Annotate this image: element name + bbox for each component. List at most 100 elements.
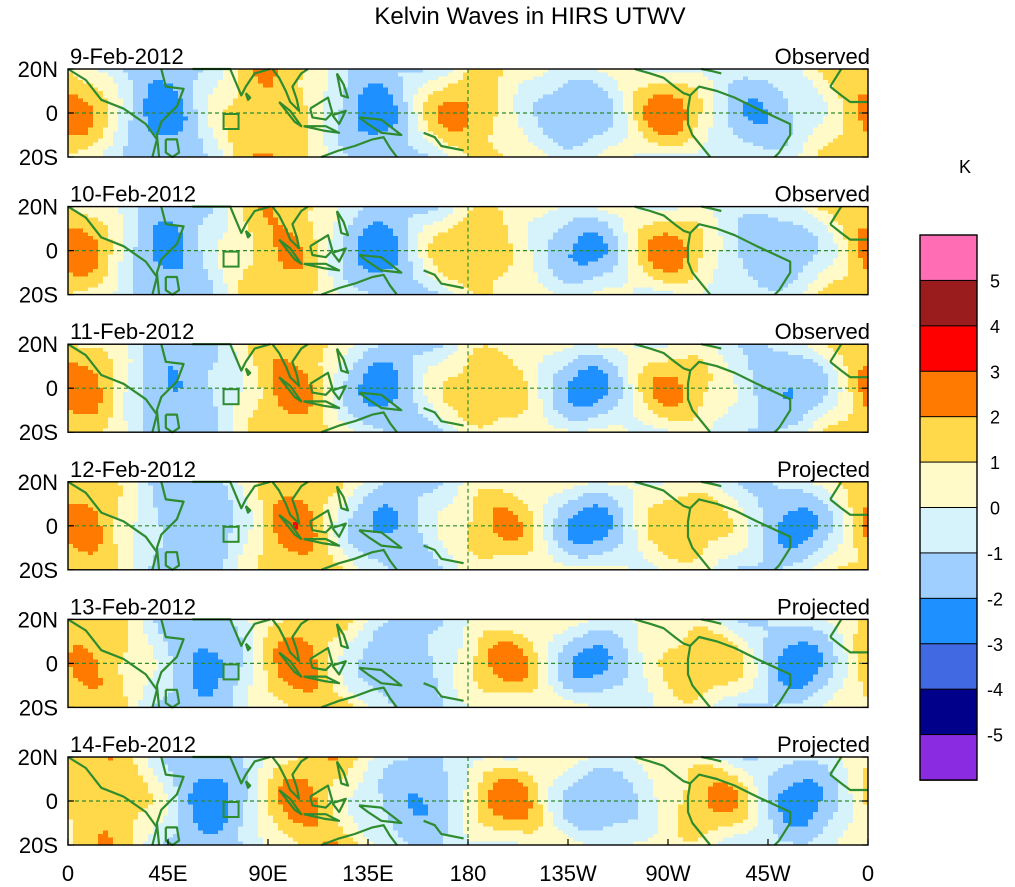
heatmap-cell bbox=[308, 80, 314, 85]
heatmap-cell bbox=[683, 83, 689, 88]
heatmap-cell bbox=[653, 217, 659, 222]
heatmap-cell bbox=[623, 116, 629, 121]
heatmap-cell bbox=[853, 116, 859, 121]
heatmap-cell bbox=[453, 113, 459, 118]
heatmap-cell bbox=[543, 91, 549, 96]
heatmap-cell bbox=[108, 210, 114, 215]
heatmap-cell bbox=[408, 217, 414, 222]
heatmap-cell bbox=[213, 153, 219, 158]
heatmap-cell bbox=[418, 206, 424, 211]
region-box bbox=[222, 113, 240, 130]
heatmap-cell bbox=[598, 102, 604, 107]
heatmap-cell bbox=[343, 135, 349, 140]
heatmap-cell bbox=[358, 221, 364, 226]
heatmap-cell bbox=[418, 210, 424, 215]
heatmap-cell bbox=[413, 124, 419, 129]
heatmap-cell bbox=[308, 127, 314, 132]
heatmap-cell bbox=[338, 149, 344, 154]
heatmap-cell bbox=[833, 138, 839, 143]
heatmap-cell bbox=[163, 228, 169, 233]
heatmap-cell bbox=[173, 146, 179, 151]
heatmap-cell bbox=[608, 109, 614, 114]
heatmap-cell bbox=[543, 124, 549, 129]
heatmap-cell bbox=[563, 228, 569, 233]
heatmap-cell bbox=[288, 206, 294, 211]
heatmap-cell bbox=[428, 94, 434, 99]
heatmap-cell bbox=[283, 72, 289, 77]
heatmap-cell bbox=[748, 94, 754, 99]
heatmap-cell bbox=[778, 76, 784, 81]
heatmap-cell bbox=[228, 124, 234, 129]
heatmap-cell bbox=[398, 228, 404, 233]
heatmap-cell bbox=[648, 94, 654, 99]
heatmap-cell bbox=[628, 69, 634, 74]
heatmap-cell bbox=[433, 120, 439, 125]
heatmap-cell bbox=[853, 127, 859, 132]
heatmap-cell bbox=[173, 120, 179, 125]
heatmap-cell bbox=[573, 221, 579, 226]
heatmap-cell bbox=[548, 91, 554, 96]
heatmap-cell bbox=[708, 80, 714, 85]
heatmap-cell bbox=[173, 149, 179, 154]
heatmap-cell bbox=[258, 91, 264, 96]
heatmap-cell bbox=[528, 124, 534, 129]
heatmap-cell bbox=[228, 116, 234, 121]
heatmap-cell bbox=[403, 127, 409, 132]
heatmap-cell bbox=[448, 142, 454, 147]
heatmap-cell bbox=[388, 72, 394, 77]
heatmap-cell bbox=[303, 213, 309, 218]
heatmap-cell bbox=[158, 98, 164, 103]
heatmap-cell bbox=[423, 72, 429, 77]
heatmap-cell bbox=[633, 102, 639, 107]
heatmap-cell bbox=[633, 213, 639, 218]
heatmap-cell bbox=[308, 138, 314, 143]
heatmap-cell bbox=[188, 228, 194, 233]
heatmap-cell bbox=[378, 87, 384, 92]
heatmap-cell bbox=[493, 131, 499, 136]
heatmap-cell bbox=[858, 210, 864, 215]
heatmap-cell bbox=[83, 127, 89, 132]
heatmap-cell bbox=[718, 72, 724, 77]
heatmap-cell bbox=[648, 105, 654, 110]
heatmap-cell bbox=[788, 72, 794, 77]
heatmap-cell bbox=[483, 142, 489, 147]
heatmap-cell bbox=[478, 116, 484, 121]
heatmap-cell bbox=[228, 94, 234, 99]
heatmap-cell bbox=[393, 217, 399, 222]
heatmap-cell bbox=[113, 120, 119, 125]
heatmap-cell bbox=[83, 153, 89, 158]
heatmap-cell bbox=[838, 109, 844, 114]
heatmap-cell bbox=[618, 213, 624, 218]
heatmap-cell bbox=[193, 105, 199, 110]
heatmap-cell bbox=[508, 146, 514, 151]
heatmap-cell bbox=[488, 83, 494, 88]
heatmap-cell bbox=[783, 131, 789, 136]
heatmap-cell bbox=[863, 135, 869, 140]
heatmap-cell bbox=[608, 87, 614, 92]
heatmap-cell bbox=[488, 210, 494, 215]
heatmap-cell bbox=[113, 146, 119, 151]
heatmap-cell bbox=[108, 72, 114, 77]
heatmap-cell bbox=[78, 69, 84, 74]
heatmap-cell bbox=[363, 76, 369, 81]
heatmap-cell bbox=[528, 213, 534, 218]
heatmap-cell bbox=[633, 124, 639, 129]
heatmap-cell bbox=[778, 153, 784, 158]
heatmap-cell bbox=[498, 146, 504, 151]
heatmap-cell bbox=[308, 76, 314, 81]
heatmap-cell bbox=[373, 153, 379, 158]
heatmap-cell bbox=[293, 206, 299, 211]
heatmap-cell bbox=[828, 87, 834, 92]
heatmap-cell bbox=[588, 206, 594, 211]
heatmap-cell bbox=[243, 105, 249, 110]
heatmap-cell bbox=[398, 124, 404, 129]
heatmap-cell bbox=[773, 87, 779, 92]
heatmap-cell bbox=[328, 69, 334, 74]
heatmap-cell bbox=[773, 69, 779, 74]
heatmap-cell bbox=[728, 210, 734, 215]
heatmap-cell bbox=[688, 98, 694, 103]
heatmap-cell bbox=[178, 138, 184, 143]
heatmap-cell bbox=[663, 87, 669, 92]
heatmap-cell bbox=[498, 83, 504, 88]
heatmap-cell bbox=[683, 206, 689, 211]
